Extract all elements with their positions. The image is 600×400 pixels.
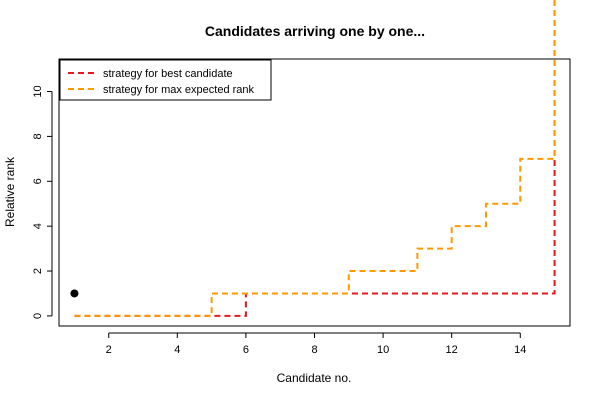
series-line-0 bbox=[74, 0, 556, 317]
legend: strategy for best candidate strategy for … bbox=[59, 59, 272, 101]
series-group bbox=[74, 0, 556, 317]
x-tick-label: 14 bbox=[514, 344, 526, 356]
x-tick-label: 2 bbox=[106, 344, 112, 356]
x-axis: 2 4 6 8 10 12 14 bbox=[106, 332, 526, 356]
x-tick-label: 6 bbox=[243, 344, 249, 356]
x-tick-label: 8 bbox=[311, 344, 317, 356]
y-tick-label: 6 bbox=[32, 178, 44, 184]
legend-label-0: strategy for best candidate bbox=[103, 68, 233, 80]
x-tick-label: 12 bbox=[446, 344, 458, 356]
legend-box bbox=[59, 59, 272, 101]
series-line-1 bbox=[74, 0, 556, 317]
x-axis-label: Candidate no. bbox=[277, 371, 352, 385]
plot-frame bbox=[58, 58, 571, 327]
y-axis: 0 2 4 6 8 10 bbox=[32, 85, 53, 319]
y-tick-label: 8 bbox=[32, 133, 44, 139]
points-group bbox=[70, 289, 79, 298]
x-tick-label: 10 bbox=[377, 344, 389, 356]
y-axis-label: Relative rank bbox=[3, 156, 17, 227]
x-tick-label: 4 bbox=[174, 344, 180, 356]
chart-title: Candidates arriving one by one... bbox=[205, 23, 425, 39]
legend-label-1: strategy for max expected rank bbox=[103, 84, 255, 96]
data-point-0 bbox=[70, 289, 79, 298]
y-tick-label: 0 bbox=[32, 313, 44, 319]
y-tick-label: 10 bbox=[32, 85, 44, 97]
y-tick-label: 4 bbox=[32, 223, 44, 229]
y-tick-label: 2 bbox=[32, 268, 44, 274]
